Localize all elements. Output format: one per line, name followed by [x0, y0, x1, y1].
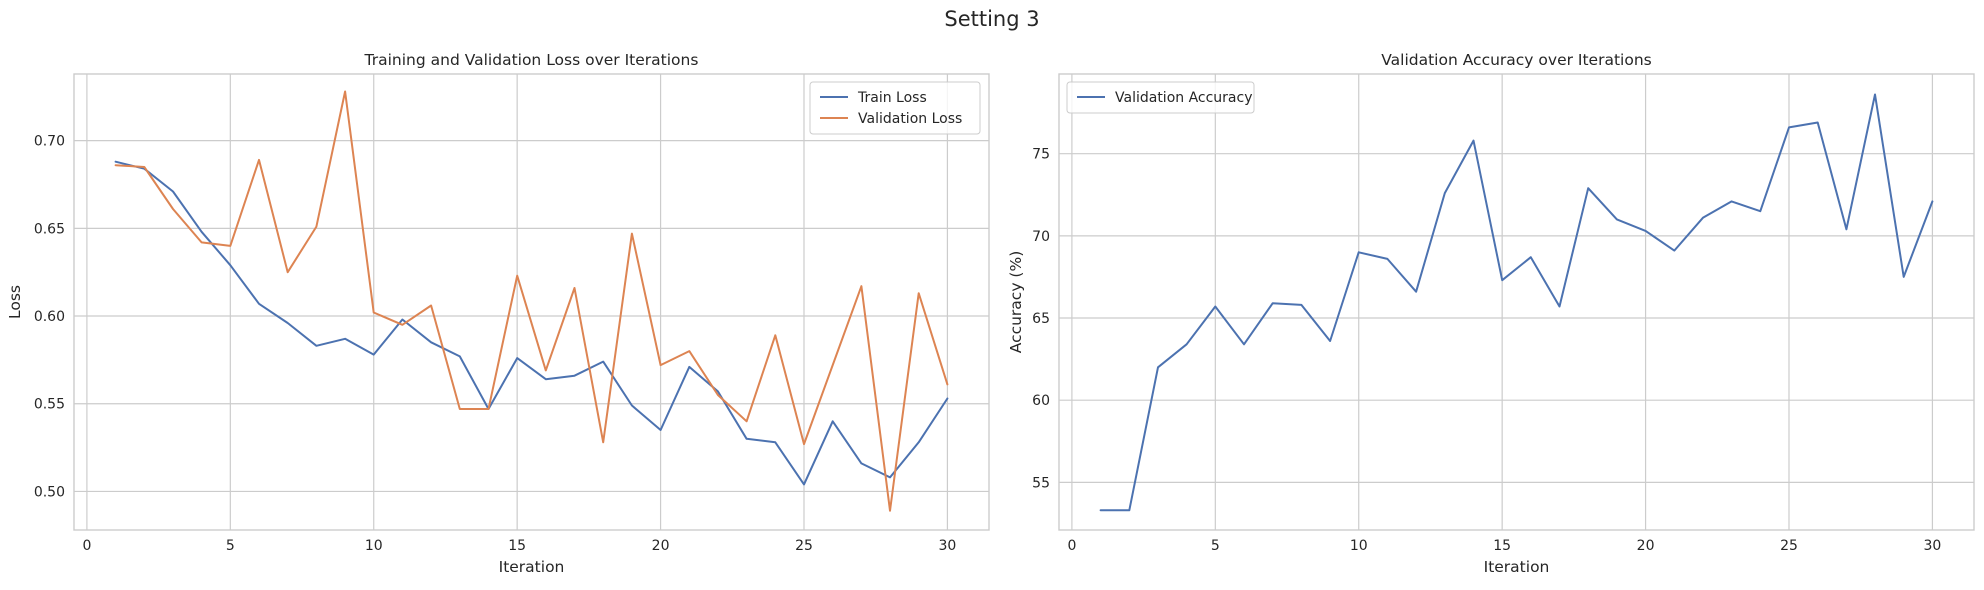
- chart-title: Validation Accuracy over Iterations: [1381, 51, 1651, 69]
- y-tick-label: 60: [1032, 393, 1050, 409]
- y-tick-label: 70: [1032, 229, 1050, 245]
- x-tick-label: 25: [795, 538, 813, 554]
- y-tick-label: 0.70: [34, 134, 65, 150]
- legend: Train Loss Validation Loss: [809, 81, 981, 135]
- x-tick-label: 30: [1923, 538, 1941, 554]
- x-tick-label: 5: [1211, 538, 1220, 554]
- series-line-validation-accuracy: [1099, 93, 1934, 512]
- y-axis-label: Loss: [6, 285, 24, 319]
- x-tick-label: 20: [1637, 538, 1655, 554]
- x-tick-label: 10: [365, 538, 383, 554]
- y-axis-label: Accuracy (%): [1007, 251, 1025, 354]
- x-tick-label: 25: [1780, 538, 1798, 554]
- x-tick-label: 10: [1350, 538, 1368, 554]
- legend-box: [809, 81, 981, 135]
- loss-chart-panel: 0 5 10 15 20 25 30 0.50 0.55 0.60 0.65 0.70 Training…: [6, 51, 990, 576]
- x-tick-label: 15: [508, 538, 526, 554]
- chart-title: Training and Validation Loss over Iterat…: [364, 51, 699, 69]
- x-tick-label: 5: [226, 538, 235, 554]
- x-axis-label: Iteration: [1484, 558, 1550, 576]
- x-tick-label: 20: [652, 538, 670, 554]
- x-tick-label: 30: [938, 538, 956, 554]
- y-tick-label: 65: [1032, 311, 1050, 327]
- x-tick-label: 0: [82, 538, 91, 554]
- y-tick-label: 0.65: [34, 221, 65, 237]
- figure-title: Setting 3: [944, 7, 1039, 31]
- legend-label-validation-loss: Validation Loss: [858, 111, 962, 127]
- y-tick-label: 0.50: [34, 484, 65, 500]
- series-line-validation-loss: [114, 90, 949, 512]
- legend-label-train-loss: Train Loss: [857, 90, 927, 106]
- accuracy-chart-panel: 0 5 10 15 20 25 30 55 60 65 70 75 Validation Accurac…: [1007, 51, 1975, 576]
- x-axis-label: Iteration: [499, 558, 565, 576]
- x-tick-label: 15: [1493, 538, 1511, 554]
- y-tick-label: 75: [1032, 147, 1050, 163]
- y-tick-label: 0.60: [34, 309, 65, 325]
- plot-area-frame: [1058, 73, 1975, 531]
- y-tick-label: 0.55: [34, 397, 65, 413]
- x-tick-label: 0: [1067, 538, 1076, 554]
- y-tick-label: 55: [1032, 475, 1050, 491]
- legend-label-validation-accuracy: Validation Accuracy: [1115, 90, 1253, 106]
- series-line-train-loss: [114, 160, 949, 486]
- plot-area-frame: [73, 73, 990, 531]
- legend: Validation Accuracy: [1066, 81, 1255, 114]
- legend-box: [1066, 81, 1255, 114]
